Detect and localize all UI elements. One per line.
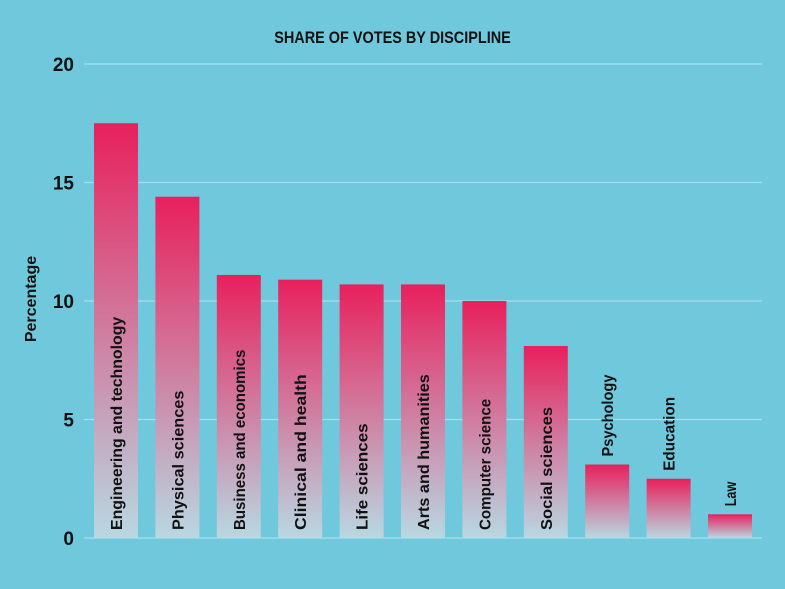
bar [278,279,323,538]
bar [585,464,630,538]
bar [646,478,691,538]
bar-label: Arts and humanities [416,374,433,530]
bar [462,301,507,538]
bar [155,196,200,538]
y-tick-label: 0 [63,529,74,550]
bar [216,274,261,538]
bar-label: Business and economics [232,350,249,530]
bar-label: Education [662,397,679,471]
bar-label: Engineering and technology [109,317,126,530]
y-tick-label: 20 [53,55,74,76]
bar-label: Life sciences [355,423,372,530]
bar-label: Social sciences [539,407,556,530]
bar-label: Psychology [600,374,617,456]
bar [708,514,752,538]
bar-label: Computer science [477,399,494,530]
y-tick-label: 5 [63,411,74,432]
bar [94,123,138,538]
bar-label: Law [723,481,740,506]
bar [401,284,445,538]
bar-label: Clinical and health [293,374,310,530]
chart-title: SHARE OF VOTES BY DISCIPLINE [274,28,511,47]
bar [523,346,568,538]
bar [339,284,384,538]
y-tick-label: 15 [53,174,75,195]
bar-label: Physical sciences [170,390,187,530]
y-tick-label: 10 [53,292,74,313]
